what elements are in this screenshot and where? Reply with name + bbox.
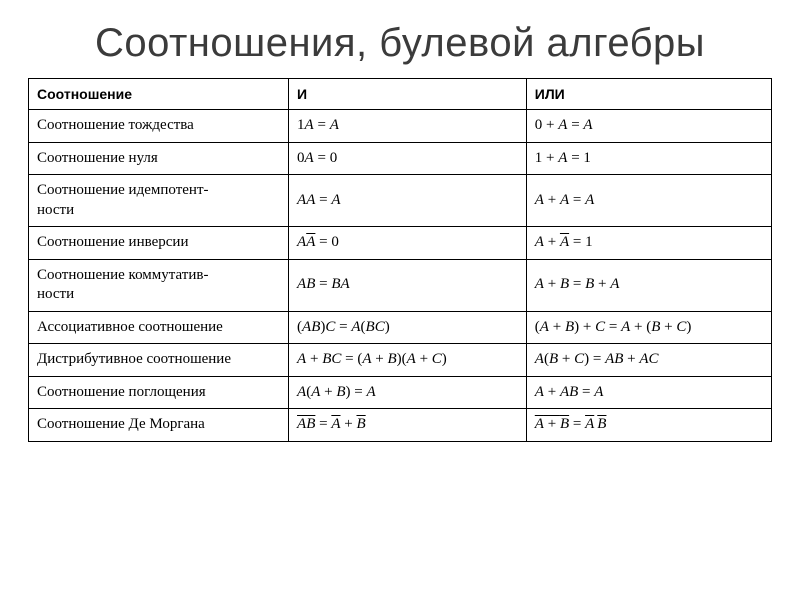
cell-and: AB = BA [289,259,527,311]
cell-relation: Дистрибутивное соотношение [29,344,289,377]
table-row: Дистрибутивное соотношениеA + BC = (A + … [29,344,772,377]
cell-or: A + AB = A [526,376,771,409]
cell-or: A + A = A [526,175,771,227]
relations-table: Соотношение И ИЛИ Соотношение тождества1… [28,78,772,442]
cell-or: 0 + A = A [526,110,771,143]
cell-or: A + A = 1 [526,227,771,260]
cell-and: A + BC = (A + B)(A + C) [289,344,527,377]
cell-relation: Соотношение тождества [29,110,289,143]
cell-relation: Соотношение Де Моргана [29,409,289,442]
cell-and: 0A = 0 [289,142,527,175]
cell-relation: Соотношение инверсии [29,227,289,260]
cell-and: 1A = A [289,110,527,143]
table-row: Ассоциативное соотношение(AB)C = A(BC)(A… [29,311,772,344]
table-body: Соотношение тождества1A = A0 + A = AСоот… [29,110,772,442]
table-row: Соотношение поглощенияA(A + B) = AA + AB… [29,376,772,409]
cell-and: AA = A [289,175,527,227]
cell-or: 1 + A = 1 [526,142,771,175]
cell-relation: Соотношение поглощения [29,376,289,409]
cell-or: A + B = A B [526,409,771,442]
cell-relation: Соотношение идемпотент-ности [29,175,289,227]
cell-and: AB = A + B [289,409,527,442]
page: Соотношения, булевой алгебры Соотношение… [0,0,800,600]
table-head: Соотношение И ИЛИ [29,79,772,110]
table-row: Соотношение инверсииAA = 0A + A = 1 [29,227,772,260]
table-row: Соотношение коммутатив-ностиAB = BAA + B… [29,259,772,311]
page-title: Соотношения, булевой алгебры [28,20,772,66]
table-row: Соотношение тождества1A = A0 + A = A [29,110,772,143]
table-row: Соотношение Де МорганаAB = A + BA + B = … [29,409,772,442]
cell-or: A + B = B + A [526,259,771,311]
table-row: Соотношение нуля0A = 01 + A = 1 [29,142,772,175]
col-and: И [289,79,527,110]
col-relation: Соотношение [29,79,289,110]
cell-and: (AB)C = A(BC) [289,311,527,344]
cell-and: A(A + B) = A [289,376,527,409]
cell-relation: Соотношение нуля [29,142,289,175]
table-header-row: Соотношение И ИЛИ [29,79,772,110]
cell-or: (A + B) + C = A + (B + C) [526,311,771,344]
table-row: Соотношение идемпотент-ностиAA = AA + A … [29,175,772,227]
cell-relation: Соотношение коммутатив-ности [29,259,289,311]
cell-and: AA = 0 [289,227,527,260]
cell-relation: Ассоциативное соотношение [29,311,289,344]
col-or: ИЛИ [526,79,771,110]
cell-or: A(B + C) = AB + AC [526,344,771,377]
